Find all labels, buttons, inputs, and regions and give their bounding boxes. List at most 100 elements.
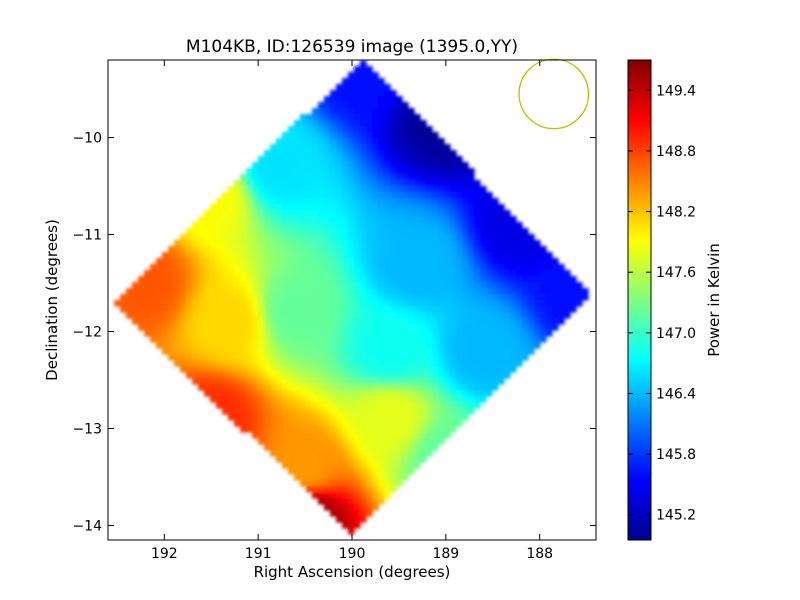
heatmap-cell xyxy=(222,312,229,319)
heatmap-cell xyxy=(258,420,265,427)
heatmap-cell xyxy=(444,294,451,301)
heatmap-cell xyxy=(396,348,403,355)
x-tick-label: 189 xyxy=(432,546,459,562)
heatmap-cell xyxy=(192,324,199,331)
heatmap-cell xyxy=(348,510,355,517)
heatmap-cell xyxy=(216,324,223,331)
heatmap-cell xyxy=(258,156,265,163)
heatmap-cell xyxy=(396,432,403,439)
heatmap-cell xyxy=(120,300,127,307)
heatmap-cell xyxy=(180,270,187,277)
heatmap-cell xyxy=(186,336,193,343)
heatmap-cell xyxy=(432,282,439,289)
heatmap-cell xyxy=(516,258,523,265)
heatmap-cell xyxy=(378,150,385,157)
heatmap-cell xyxy=(492,216,499,223)
heatmap-cell xyxy=(354,312,361,319)
heatmap-cell xyxy=(372,288,379,295)
heatmap-cell xyxy=(498,288,505,295)
heatmap-cell xyxy=(378,174,385,181)
heatmap-cell xyxy=(318,396,325,403)
heatmap-cell xyxy=(276,246,283,253)
heatmap-cell xyxy=(288,444,295,451)
heatmap-cell xyxy=(456,366,463,373)
heatmap-cell xyxy=(504,300,511,307)
heatmap-cell xyxy=(396,384,403,391)
heatmap-cell xyxy=(210,318,217,325)
heatmap-cell xyxy=(450,324,457,331)
heatmap-cell xyxy=(438,336,445,343)
heatmap-cell xyxy=(444,156,451,163)
heatmap-cell xyxy=(354,480,361,487)
heatmap-cell xyxy=(324,102,331,109)
heatmap-cell xyxy=(444,354,451,361)
heatmap-cell xyxy=(246,246,253,253)
heatmap-cell xyxy=(234,354,241,361)
heatmap-cell xyxy=(462,414,469,421)
heatmap-cell xyxy=(450,402,457,409)
heatmap-cell xyxy=(318,288,325,295)
heatmap-cell xyxy=(354,174,361,181)
heatmap-cell xyxy=(384,306,391,313)
heatmap-cell xyxy=(294,336,301,343)
heatmap-cell xyxy=(246,264,253,271)
heatmap-cell xyxy=(396,312,403,319)
heatmap-cell xyxy=(324,192,331,199)
heatmap-cell xyxy=(480,360,487,367)
heatmap-cell xyxy=(300,468,307,475)
heatmap-cell xyxy=(462,408,469,415)
heatmap-cell xyxy=(474,324,481,331)
heatmap-cell xyxy=(366,186,373,193)
heatmap-cell xyxy=(414,162,421,169)
heatmap-cell xyxy=(186,330,193,337)
heatmap-cell xyxy=(378,210,385,217)
heatmap-cell xyxy=(366,168,373,175)
heatmap-cell xyxy=(402,366,409,373)
heatmap-cell xyxy=(348,516,355,523)
heatmap-cell xyxy=(222,336,229,343)
heatmap-cell xyxy=(306,150,313,157)
heatmap-cell xyxy=(300,378,307,385)
heatmap-cell xyxy=(318,264,325,271)
heatmap-cell xyxy=(456,414,463,421)
heatmap-cell xyxy=(156,330,163,337)
heatmap-cell xyxy=(564,306,571,313)
heatmap-cell xyxy=(372,114,379,121)
heatmap-cell xyxy=(252,306,259,313)
heatmap-cell xyxy=(468,408,475,415)
heatmap-cell xyxy=(474,330,481,337)
heatmap-cell xyxy=(168,312,175,319)
heatmap-cell xyxy=(270,342,277,349)
heatmap-cell xyxy=(348,312,355,319)
heatmap-cell xyxy=(246,204,253,211)
heatmap-cell xyxy=(540,252,547,259)
heatmap-cell xyxy=(564,270,571,277)
heatmap-cell xyxy=(498,354,505,361)
heatmap-cell xyxy=(432,192,439,199)
heatmap-cell xyxy=(264,246,271,253)
heatmap-cell xyxy=(438,372,445,379)
heatmap-cell xyxy=(384,366,391,373)
heatmap-cell xyxy=(498,210,505,217)
heatmap-cell xyxy=(414,156,421,163)
heatmap-cell xyxy=(366,360,373,367)
heatmap-cell xyxy=(432,354,439,361)
heatmap-cell xyxy=(228,360,235,367)
heatmap-cell xyxy=(504,318,511,325)
heatmap-cell xyxy=(480,300,487,307)
heatmap-cell xyxy=(414,186,421,193)
heatmap-cell xyxy=(438,180,445,187)
heatmap-cell xyxy=(360,414,367,421)
heatmap-cell xyxy=(342,438,349,445)
heatmap-cell xyxy=(348,174,355,181)
heatmap-cell xyxy=(288,288,295,295)
heatmap-cell xyxy=(276,366,283,373)
heatmap-cell xyxy=(378,408,385,415)
heatmap-cell xyxy=(282,144,289,151)
heatmap-cell xyxy=(168,324,175,331)
heatmap-cell xyxy=(192,264,199,271)
heatmap-cell xyxy=(450,306,457,313)
heatmap-cell xyxy=(324,312,331,319)
heatmap-cell xyxy=(204,390,211,397)
heatmap-cell xyxy=(264,414,271,421)
